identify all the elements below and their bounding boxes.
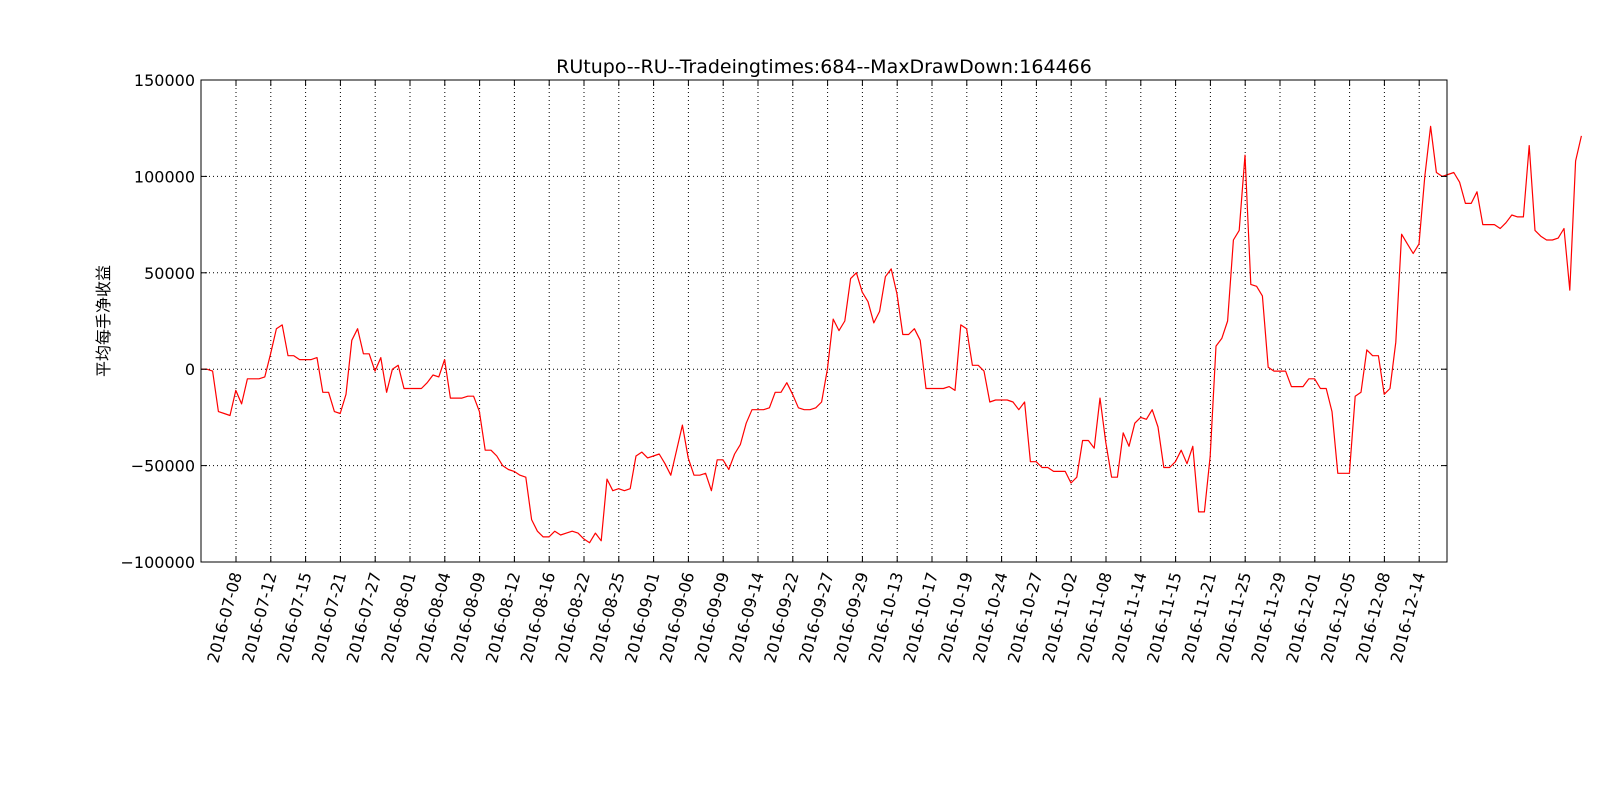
x-tick-label: 2016-11-15 xyxy=(1143,570,1185,665)
x-tick-label: 2016-11-25 xyxy=(1213,570,1255,665)
grid xyxy=(201,80,1447,562)
x-tick-label: 2016-08-12 xyxy=(482,570,524,665)
y-axis-label: 平均每手净收益 xyxy=(94,265,113,377)
x-tick-label: 2016-08-09 xyxy=(447,570,489,665)
series-layer xyxy=(201,125,1582,544)
x-tick-label: 2016-08-16 xyxy=(517,570,559,665)
x-tick-label: 2016-11-21 xyxy=(1178,570,1220,665)
y-tick-label: −100000 xyxy=(121,553,195,572)
x-tick-label: 2016-10-19 xyxy=(934,570,976,665)
y-tick-label: 50000 xyxy=(144,264,195,283)
x-tick-label: 2016-09-29 xyxy=(830,570,872,665)
x-tick-label: 2016-11-29 xyxy=(1247,570,1289,665)
y-tick-label: 0 xyxy=(185,360,195,379)
y-axis: −100000 −50000 0 50000 100000 150000 xyxy=(121,71,1447,572)
x-tick-label: 2016-09-01 xyxy=(621,570,663,665)
x-tick-label: 2016-08-22 xyxy=(551,570,593,665)
chart-title: RUtupo--RU--Tradeingtimes:684--MaxDrawDo… xyxy=(556,56,1092,78)
x-tick-label: 2016-12-01 xyxy=(1282,570,1324,665)
x-tick-label: 2016-10-24 xyxy=(969,570,1011,665)
x-tick-label: 2016-07-12 xyxy=(238,570,280,665)
x-tick-label: 2016-08-04 xyxy=(412,570,454,665)
x-tick-label: 2016-07-15 xyxy=(273,570,315,665)
y-tick-label: 150000 xyxy=(134,71,195,90)
x-tick-label: 2016-12-05 xyxy=(1317,570,1359,665)
x-tick-label: 2016-08-01 xyxy=(377,570,419,665)
x-tick-label: 2016-07-21 xyxy=(308,570,350,665)
plot-frame xyxy=(200,79,1448,563)
x-tick-label: 2016-09-14 xyxy=(725,570,767,665)
x-tick-label: 2016-11-02 xyxy=(1039,570,1081,665)
x-tick-label: 2016-09-22 xyxy=(760,570,802,665)
x-tick-label: 2016-11-14 xyxy=(1108,570,1150,665)
x-tick-label: 2016-09-09 xyxy=(691,570,733,665)
x-tick-label: 2016-09-06 xyxy=(656,570,698,665)
x-tick-label: 2016-12-14 xyxy=(1387,570,1429,665)
x-tick-label: 2016-11-08 xyxy=(1073,570,1115,665)
y-tick-label: −50000 xyxy=(131,457,195,476)
x-tick-label: 2016-07-08 xyxy=(203,570,245,665)
x-tick-label: 2016-10-17 xyxy=(899,570,941,665)
x-tick-label: 2016-10-27 xyxy=(1004,570,1046,665)
y-tick-label: 100000 xyxy=(134,167,195,186)
x-tick-label: 2016-09-27 xyxy=(795,570,837,665)
x-tick-label: 2016-07-27 xyxy=(343,570,385,665)
x-tick-label: 2016-08-25 xyxy=(586,570,628,665)
series-line xyxy=(201,125,1582,544)
x-tick-label: 2016-12-08 xyxy=(1352,570,1394,665)
x-tick-label: 2016-10-13 xyxy=(865,570,907,665)
